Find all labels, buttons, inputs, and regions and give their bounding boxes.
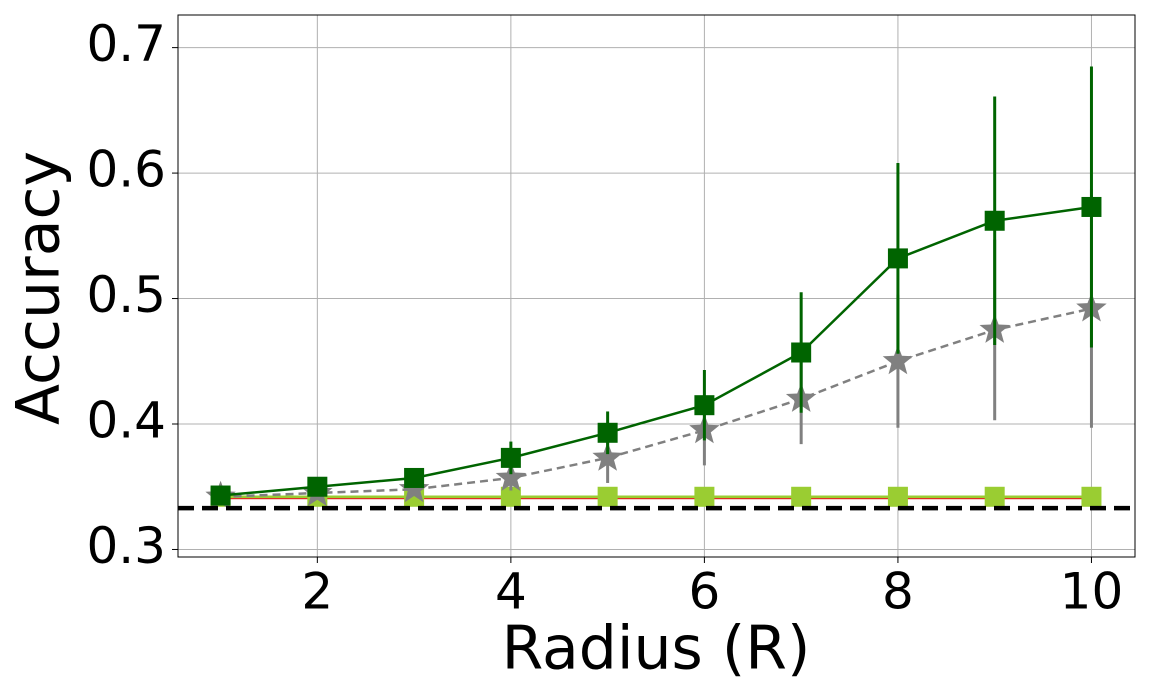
- marker: [404, 467, 425, 488]
- y-tick-label: 0.4: [86, 392, 166, 450]
- y-tick-label: 0.3: [86, 517, 166, 575]
- marker: [597, 422, 618, 443]
- plot-frame: [177, 14, 1136, 558]
- x-tick-label: 2: [301, 563, 333, 621]
- marker: [210, 485, 231, 506]
- marker: [887, 486, 908, 507]
- marker: [1081, 196, 1102, 217]
- series-line: [220, 307, 1092, 499]
- marker: [500, 486, 521, 507]
- marker: [984, 210, 1005, 231]
- marker: [500, 447, 521, 468]
- marker: [592, 441, 623, 471]
- marker: [694, 486, 715, 507]
- x-tick-label: 10: [1060, 563, 1124, 621]
- x-tick-label: 6: [688, 563, 720, 621]
- marker: [307, 476, 328, 497]
- marker: [597, 486, 618, 507]
- y-tick-label: 0.5: [86, 266, 166, 324]
- series-line: [220, 205, 1092, 497]
- marker: [887, 248, 908, 269]
- marker: [791, 486, 812, 507]
- marker: [1081, 486, 1102, 507]
- y-tick-label: 0.6: [86, 141, 166, 199]
- marker: [495, 462, 527, 491]
- marker: [694, 395, 715, 416]
- marker: [791, 342, 812, 363]
- y-tick-label: 0.7: [86, 15, 166, 73]
- marker: [882, 345, 914, 375]
- marker: [984, 486, 1005, 507]
- x-tick-label: 8: [882, 563, 914, 621]
- x-axis-label: Radius (R): [502, 614, 811, 684]
- x-tick-label: 4: [495, 563, 527, 621]
- y-axis-label: Accuracy: [4, 151, 74, 425]
